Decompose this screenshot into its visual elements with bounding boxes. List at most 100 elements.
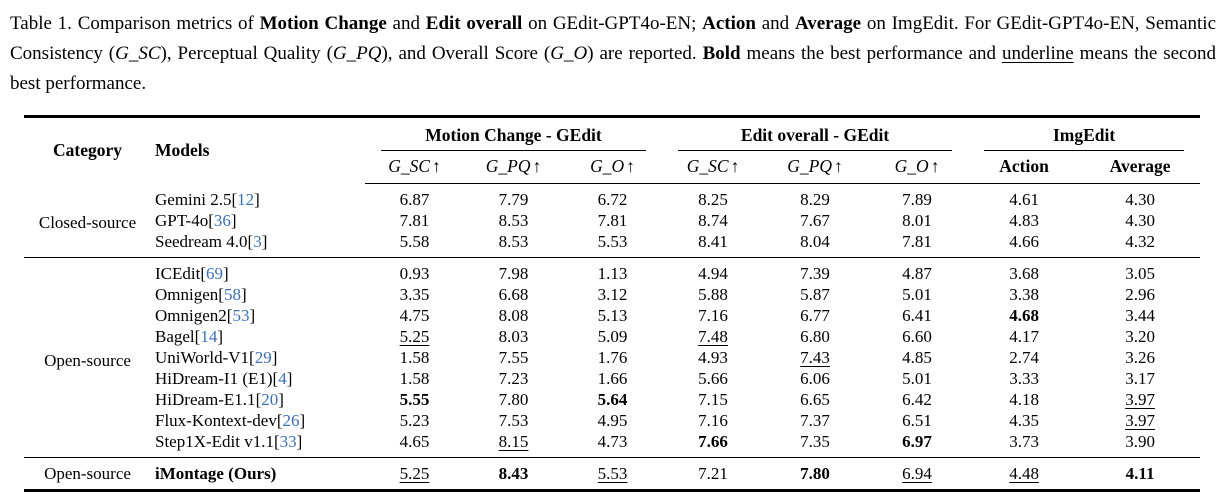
caption-segment: on ImgEdit. For GEdit-GPT4o-EN, Semantic… bbox=[10, 13, 1217, 64]
model-cell: ICEdit[69] bbox=[151, 258, 365, 285]
value-cell: 6.72 bbox=[597, 190, 628, 209]
value-cell: 4.87 bbox=[902, 264, 932, 283]
metric-header-2: G_PQ ↑ bbox=[464, 151, 563, 184]
model-name: GPT-4o bbox=[155, 211, 209, 230]
caption-segment: Action bbox=[702, 13, 756, 34]
value-cell: 0.93 bbox=[399, 264, 430, 283]
citation-link[interactable]: 12 bbox=[237, 189, 255, 209]
value-cell: 6.42 bbox=[902, 390, 932, 409]
citation-bracket: [ bbox=[231, 189, 238, 209]
citation-bracket: [ bbox=[200, 264, 207, 283]
value-cell: 4.75 bbox=[399, 306, 430, 325]
caption-segment: ), and Overall Score ( bbox=[381, 43, 551, 64]
value-cell: 4.68 bbox=[1009, 306, 1039, 325]
citation-link[interactable]: 69 bbox=[206, 264, 224, 283]
citation-link[interactable]: 58 bbox=[223, 285, 241, 304]
value-cell: 1.66 bbox=[597, 369, 628, 388]
citation-bracket: [ bbox=[194, 327, 201, 346]
metric-header-5: G_PQ ↑ bbox=[764, 151, 867, 184]
citation-bracket: ] bbox=[254, 189, 260, 209]
value-cell: 3.97 bbox=[1125, 390, 1155, 409]
value-cell: 5.88 bbox=[698, 285, 728, 304]
caption-math-symbol: G_PQ bbox=[332, 43, 382, 64]
table-row: Open-source ICEdit[69] 0.93 7.98 1.13 4.94 7.3… bbox=[24, 258, 1200, 370]
value-cell: 3.90 bbox=[1125, 432, 1155, 451]
citation-bracket: [ bbox=[226, 306, 233, 325]
up-arrow-icon: ↑ bbox=[834, 156, 843, 176]
value-cell: 6.97 bbox=[902, 432, 932, 451]
value-cell: 3.12 bbox=[597, 285, 628, 304]
model-cell: HiDream-I1 (E1)[4] bbox=[151, 368, 365, 389]
caption-math-symbol: G_SC bbox=[115, 43, 161, 64]
model-name: Bagel bbox=[155, 327, 195, 346]
value-cell: 8.43 bbox=[498, 464, 529, 483]
value-cell: 3.73 bbox=[1009, 432, 1039, 451]
value-cell: 8.03 bbox=[498, 327, 529, 346]
value-cell: 3.38 bbox=[1009, 285, 1039, 304]
citation-bracket: ] bbox=[261, 232, 268, 251]
caption-segment: Table 1. Comparison metrics of bbox=[10, 13, 260, 34]
metric-math-label: G_PQ bbox=[787, 156, 833, 176]
table-row: Open-source iMontage (Ours) 5.25 8.43 5.53 7.… bbox=[24, 458, 1200, 491]
value-cell: 7.66 bbox=[698, 432, 728, 451]
caption-segment: Bold bbox=[702, 43, 741, 64]
citation-link[interactable]: 26 bbox=[282, 411, 300, 430]
value-cell: 5.09 bbox=[597, 327, 628, 346]
model-name: Omnigen bbox=[155, 285, 219, 304]
up-arrow-icon: ↑ bbox=[432, 156, 441, 176]
citation-link[interactable]: 14 bbox=[200, 327, 218, 346]
value-cell: 4.30 bbox=[1125, 190, 1155, 209]
value-cell: 7.15 bbox=[698, 390, 728, 409]
table-row: UniWorld-V1[29] 1.58 7.55 1.76 4.93 7.43 4.85 2… bbox=[24, 347, 1200, 368]
value-cell: 2.74 bbox=[1009, 348, 1039, 367]
value-cell: 1.13 bbox=[597, 264, 628, 283]
table-row: Seedream 4.0[3] 5.58 8.53 5.53 8.41 8.04 7.81 4… bbox=[24, 231, 1200, 258]
caption-segment: on GEdit-GPT4o-EN; bbox=[522, 13, 703, 34]
table-row: Omnigen2[53] 4.75 8.08 5.13 7.16 6.77 6.41 4.68… bbox=[24, 305, 1200, 326]
value-cell: 5.58 bbox=[399, 232, 430, 251]
citation-bracket: [ bbox=[274, 432, 280, 451]
metric-header-8: Average bbox=[1080, 151, 1201, 184]
citation-link[interactable]: 4 bbox=[278, 369, 287, 388]
citation-bracket: [ bbox=[255, 390, 262, 409]
value-cell: 5.64 bbox=[597, 390, 628, 409]
value-cell: 7.53 bbox=[498, 411, 529, 430]
group-header-label: Motion Change - GEdit bbox=[381, 124, 647, 151]
citation-bracket: [ bbox=[208, 211, 214, 230]
value-cell: 3.97 bbox=[1125, 411, 1155, 430]
model-name: Seedream 4.0 bbox=[155, 232, 248, 251]
value-cell: 4.30 bbox=[1125, 211, 1155, 230]
citation-link[interactable]: 3 bbox=[253, 232, 262, 251]
citation-link[interactable]: 53 bbox=[232, 306, 250, 325]
citation-link[interactable]: 20 bbox=[261, 390, 279, 409]
caption-segment: means the best performance and bbox=[740, 43, 1002, 64]
value-cell: 8.74 bbox=[698, 211, 728, 230]
metric-header-3: G_O ↑ bbox=[563, 151, 663, 184]
value-cell: 6.60 bbox=[902, 327, 932, 346]
value-cell: 7.43 bbox=[800, 348, 830, 367]
table-row: Closed-source Gemini 2.5[12] 6.87 7.79 6.72 8… bbox=[24, 184, 1200, 233]
citation-bracket: ] bbox=[230, 211, 237, 230]
up-arrow-icon: ↑ bbox=[626, 156, 635, 176]
citation-link[interactable]: 36 bbox=[213, 211, 231, 230]
value-cell: 3.68 bbox=[1009, 264, 1039, 283]
model-cell: Omnigen[58] bbox=[151, 284, 365, 305]
model-name: ICEdit bbox=[155, 264, 201, 283]
caption-segment: and bbox=[755, 13, 795, 34]
value-cell: 2.96 bbox=[1125, 285, 1155, 304]
citation-bracket: [ bbox=[247, 232, 254, 251]
value-cell: 5.87 bbox=[800, 285, 830, 304]
value-cell: 7.81 bbox=[597, 211, 628, 230]
model-cell: Omnigen2[53] bbox=[151, 305, 365, 326]
value-cell: 1.76 bbox=[597, 348, 628, 367]
model-cell: Step1X-Edit v1.1[33] bbox=[151, 431, 365, 458]
group-header-label: Edit overall - GEdit bbox=[678, 124, 953, 151]
value-cell: 7.55 bbox=[498, 348, 529, 367]
value-cell: 7.89 bbox=[902, 190, 932, 209]
citation-link[interactable]: 29 bbox=[254, 348, 272, 367]
citation-bracket: [ bbox=[249, 348, 255, 367]
citation-link[interactable]: 33 bbox=[279, 432, 297, 451]
model-name: UniWorld-V1 bbox=[155, 348, 250, 367]
value-cell: 6.65 bbox=[800, 390, 830, 409]
table-row: Step1X-Edit v1.1[33] 4.65 8.15 4.73 7.66 7.35… bbox=[24, 431, 1200, 458]
